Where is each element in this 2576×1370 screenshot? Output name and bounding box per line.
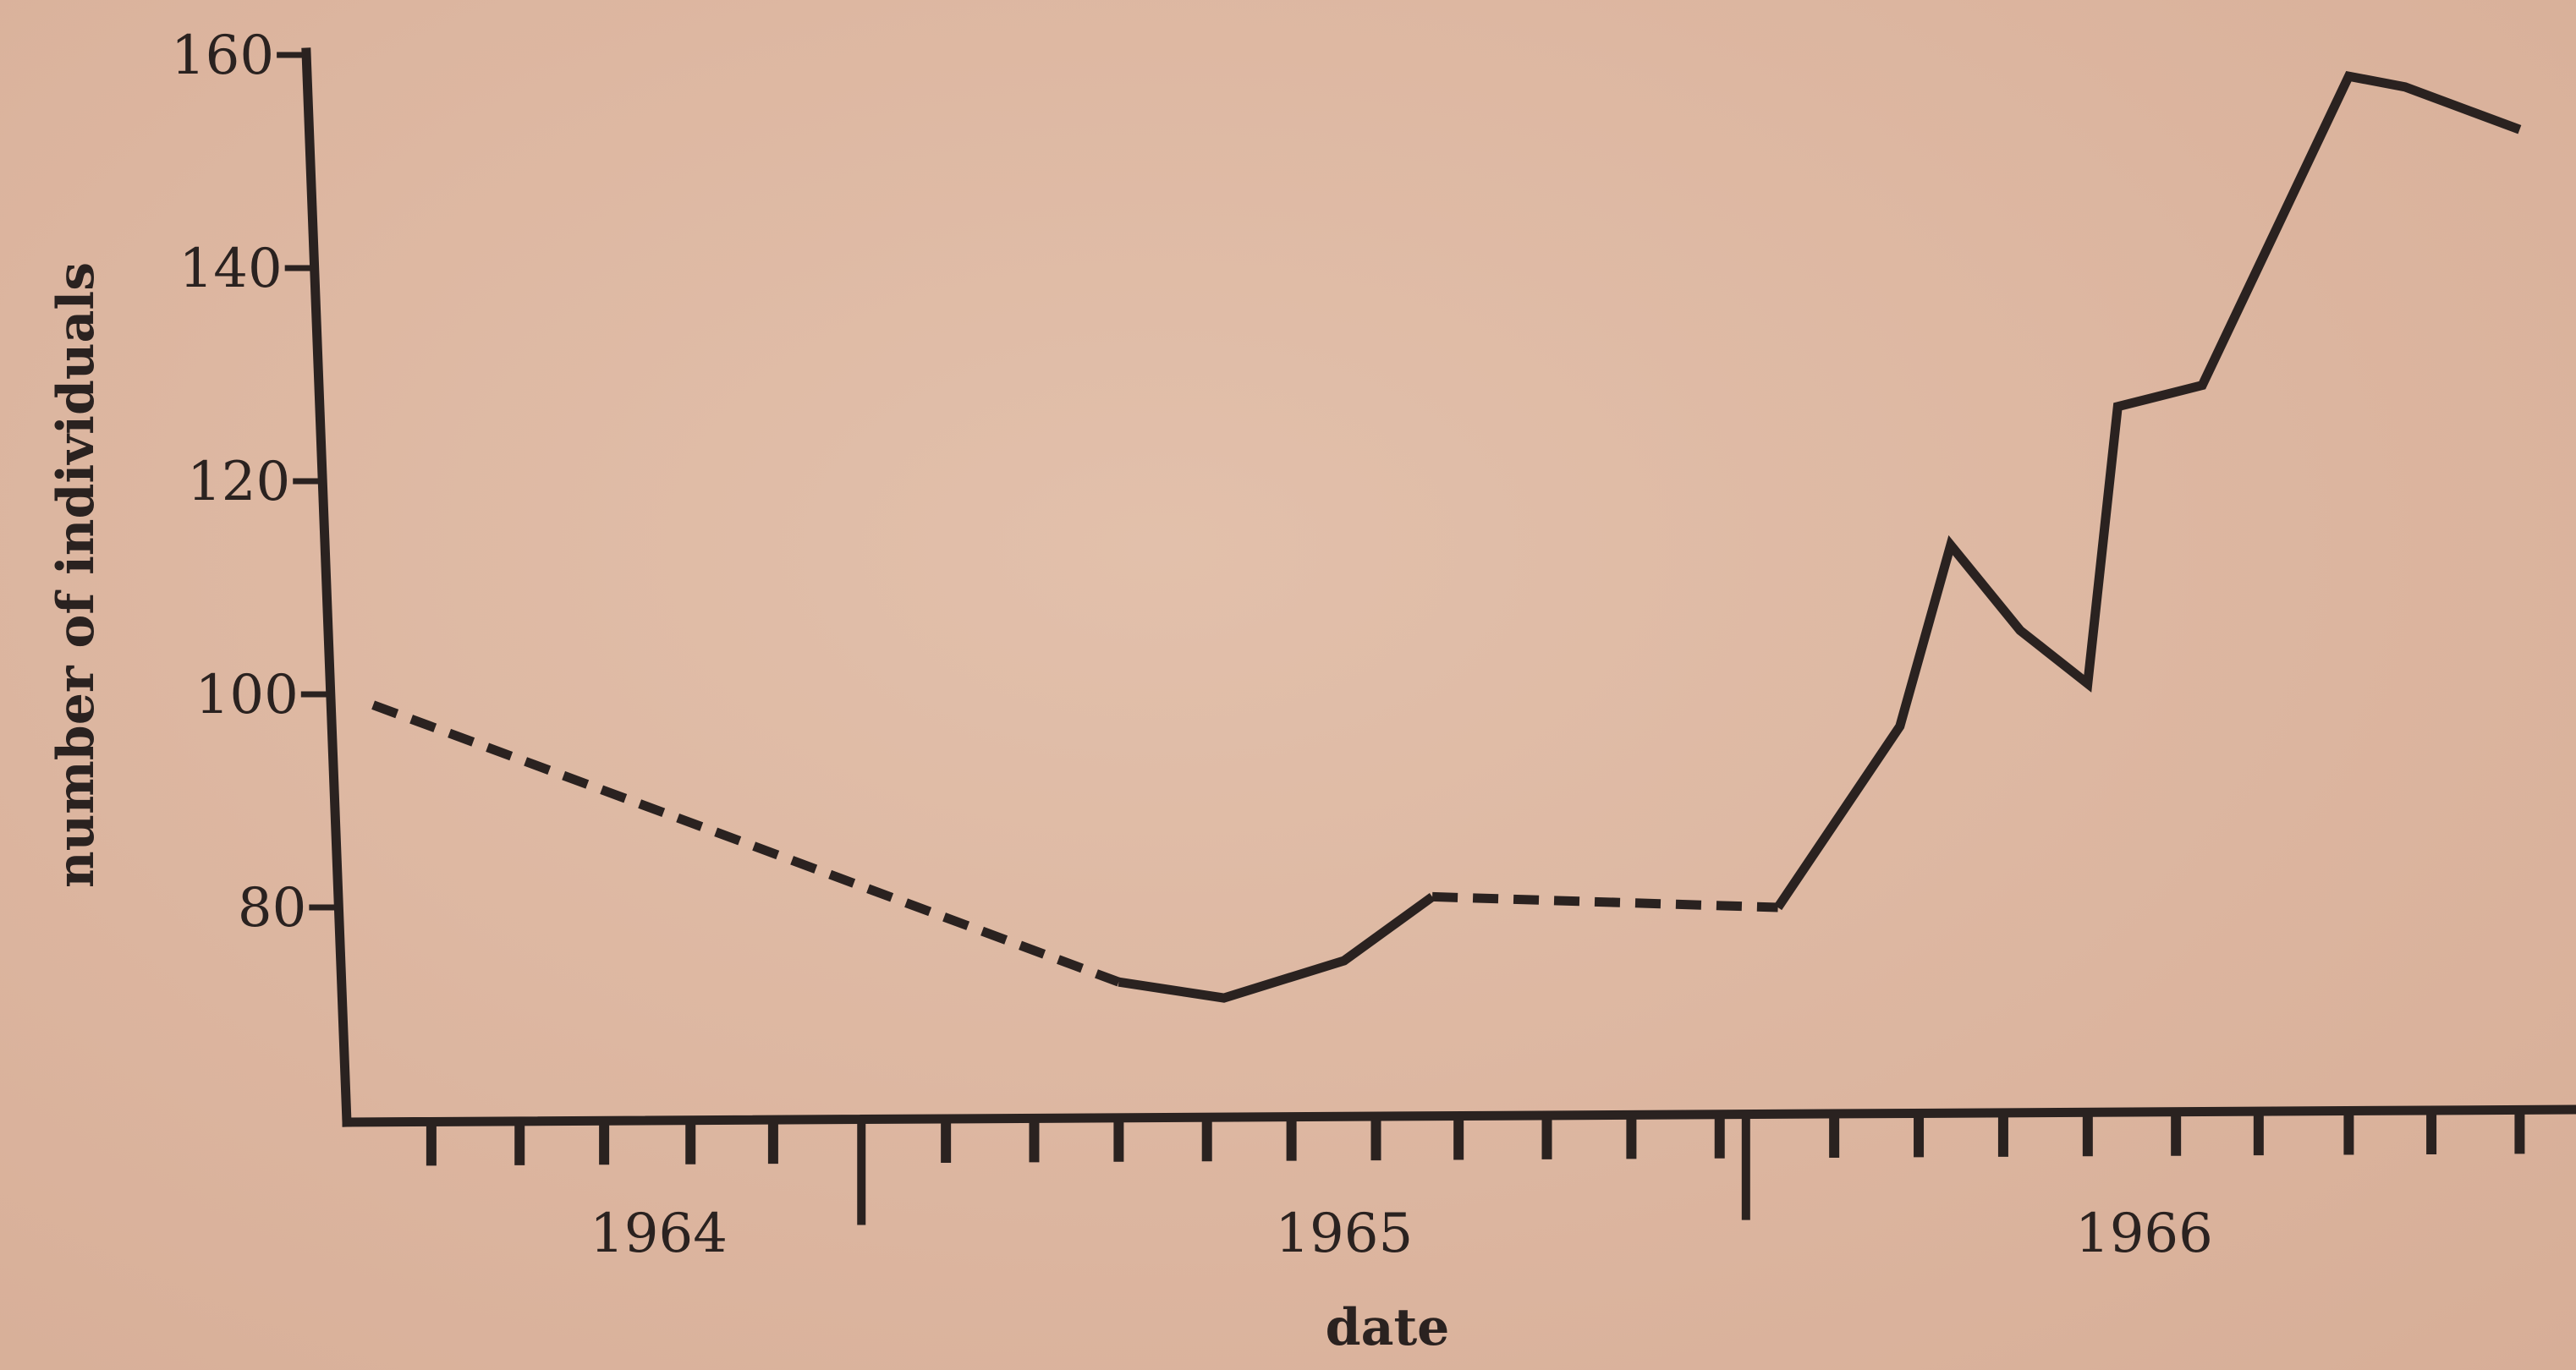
series-segment-3-dashed (1431, 891, 1778, 912)
y-tick-label: 100 (195, 664, 299, 726)
x-tick-label: 1966 (2075, 1203, 2213, 1265)
series-segment-4-solid (1774, 71, 2522, 911)
series-layer (371, 71, 2522, 1003)
series-segment-1-dashed (371, 700, 1121, 987)
y-axis-label: number of individuals (47, 262, 106, 888)
x-axis-line (342, 1104, 2576, 1127)
y-axis-line (301, 47, 352, 1127)
series-segment-2-solid (1118, 892, 1436, 1003)
y-tick-label: 160 (171, 25, 274, 87)
y-tick-label: 140 (179, 238, 283, 300)
y-tick-label: 120 (187, 451, 290, 513)
x-tick-label: 1964 (590, 1203, 728, 1265)
x-axis-label: date (1326, 1298, 1450, 1357)
x-tick-label: 1965 (1275, 1203, 1413, 1265)
axes: 80 100 120 140 160 1964 1965 1966 (171, 25, 2576, 1265)
y-tick-label: 80 (238, 877, 306, 940)
